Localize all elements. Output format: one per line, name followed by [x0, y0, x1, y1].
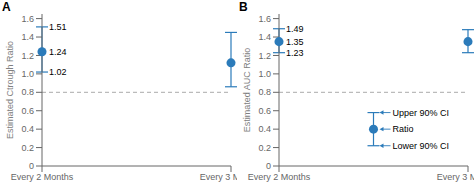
svg-text:1.49: 1.49 [286, 24, 304, 34]
svg-text:1.51: 1.51 [49, 22, 67, 32]
svg-text:1.2: 1.2 [258, 51, 271, 61]
svg-text:1.02: 1.02 [49, 67, 67, 77]
svg-text:0.8: 0.8 [258, 87, 271, 97]
svg-text:0: 0 [29, 161, 34, 171]
svg-text:Estimated Ctrough Ratio: Estimated Ctrough Ratio [8, 41, 15, 139]
svg-text:1.23: 1.23 [286, 48, 304, 58]
svg-text:1.4: 1.4 [258, 32, 271, 42]
svg-text:1.4: 1.4 [21, 32, 34, 42]
svg-text:1.6: 1.6 [21, 14, 34, 24]
svg-text:1.24: 1.24 [49, 47, 67, 57]
svg-text:Ratio: Ratio [393, 124, 414, 134]
svg-text:0.4: 0.4 [21, 124, 34, 134]
svg-text:Estimated AUC Ratio: Estimated AUC Ratio [242, 48, 252, 133]
svg-text:Every 2 Months: Every 2 Months [11, 172, 74, 182]
svg-text:0.6: 0.6 [21, 106, 34, 116]
svg-text:Every 2 Months: Every 2 Months [248, 172, 311, 182]
svg-text:1.0: 1.0 [258, 69, 271, 79]
svg-text:Upper 90% CI: Upper 90% CI [393, 108, 450, 118]
svg-text:Lower 90% CI: Lower 90% CI [393, 141, 450, 151]
svg-text:0: 0 [266, 161, 271, 171]
svg-text:Every 3 Months: Every 3 Months [200, 172, 237, 182]
svg-text:0.8: 0.8 [21, 87, 34, 97]
html-text:B: B [239, 0, 248, 14]
svg-text:0.2: 0.2 [21, 143, 34, 153]
svg-text:0.2: 0.2 [258, 143, 271, 153]
svg-text:1.2: 1.2 [21, 51, 34, 61]
svg-text:1.6: 1.6 [258, 14, 271, 24]
svg-text:1.0: 1.0 [21, 69, 34, 79]
svg-text:0.4: 0.4 [258, 124, 271, 134]
html-text:A: A [2, 0, 11, 14]
svg-text:1.35: 1.35 [286, 37, 304, 47]
svg-text:0.6: 0.6 [258, 106, 271, 116]
svg-text:Every 3 Months: Every 3 Months [437, 172, 466, 182]
